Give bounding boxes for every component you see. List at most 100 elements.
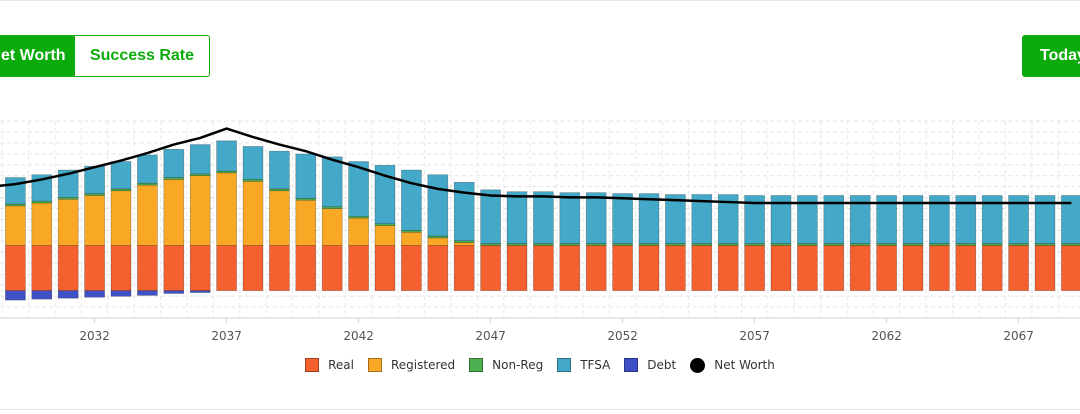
bar-tfsa-2037[interactable] [216,140,237,172]
bar-tfsa-2047[interactable] [480,189,501,244]
bar-tfsa-2046[interactable] [453,181,475,242]
bar-real-2044[interactable] [401,245,422,291]
bar-real-2062[interactable] [876,245,897,291]
bar-real-2036[interactable] [189,245,211,291]
bar-real-2063[interactable] [902,245,924,291]
bar-real-2064[interactable] [929,245,950,291]
bar-real-2060[interactable] [823,245,845,291]
bar-real-2058[interactable] [770,245,792,291]
bar-tfsa-2036[interactable] [189,144,211,175]
bar-debt-2030[interactable] [31,290,53,300]
bar-registered-2036[interactable] [189,175,211,246]
bar-tfsa-2054[interactable] [665,194,686,244]
bar-registered-2030[interactable] [31,202,53,246]
bar-tfsa-2053[interactable] [638,193,660,244]
bar-registered-2034[interactable] [137,184,158,246]
bar-real-2050[interactable] [559,245,581,291]
bar-registered-2031[interactable] [57,198,79,246]
bar-registered-2039[interactable] [269,190,290,246]
bar-tfsa-2035[interactable] [163,148,185,178]
bar-tfsa-2064[interactable] [929,195,950,244]
bar-real-2051[interactable] [585,245,607,291]
bar-tfsa-2038[interactable] [242,146,264,180]
bar-real-2055[interactable] [691,245,713,291]
bar-real-2047[interactable] [480,245,501,291]
bar-registered-2038[interactable] [242,181,264,246]
bar-real-2040[interactable] [295,245,317,291]
bar-tfsa-2050[interactable] [559,192,581,244]
bar-tfsa-2034[interactable] [137,154,158,184]
bar-tfsa-2044[interactable] [401,169,422,231]
bar-real-2069[interactable] [1061,245,1080,291]
bar-real-2052[interactable] [612,245,633,291]
bar-tfsa-2029[interactable] [5,177,26,205]
bar-real-2049[interactable] [533,245,554,291]
bar-real-2029[interactable] [5,245,26,291]
success-rate-button[interactable]: Success Rate [74,35,210,77]
bar-tfsa-2059[interactable] [797,195,818,244]
bar-debt-2029[interactable] [5,290,26,301]
bar-registered-2045[interactable] [427,237,449,246]
bar-tfsa-2052[interactable] [612,193,633,244]
bar-debt-2033[interactable] [110,290,132,297]
bar-real-2054[interactable] [665,245,686,291]
bar-registered-2037[interactable] [216,172,237,246]
bar-tfsa-2065[interactable] [955,195,977,244]
bar-real-2038[interactable] [242,245,264,291]
bar-tfsa-2039[interactable] [269,150,290,190]
bar-tfsa-2061[interactable] [849,195,871,244]
bar-tfsa-2055[interactable] [691,194,713,244]
bar-debt-2031[interactable] [57,290,79,299]
bar-registered-2042[interactable] [348,217,369,246]
bar-real-2033[interactable] [110,245,132,291]
bar-real-2035[interactable] [163,245,185,291]
bar-registered-2035[interactable] [163,179,185,246]
bar-real-2065[interactable] [955,245,977,291]
bar-tfsa-2069[interactable] [1061,195,1080,244]
bar-debt-2036[interactable] [189,290,211,293]
bar-real-2067[interactable] [1008,245,1029,291]
bar-tfsa-2041[interactable] [321,156,343,208]
bar-real-2066[interactable] [981,245,1003,291]
bar-tfsa-2051[interactable] [585,192,607,244]
bar-tfsa-2045[interactable] [427,174,449,237]
bar-real-2046[interactable] [453,245,475,291]
bar-registered-2040[interactable] [295,199,317,246]
legend-item-nonreg[interactable]: Non-Reg [469,358,543,372]
bar-real-2043[interactable] [374,245,396,291]
bar-real-2031[interactable] [57,245,79,291]
bar-registered-2032[interactable] [84,195,105,246]
legend-item-real[interactable]: Real [305,358,354,372]
bar-tfsa-2058[interactable] [770,195,792,244]
bar-real-2059[interactable] [797,245,818,291]
bar-real-2053[interactable] [638,245,660,291]
bar-real-2068[interactable] [1034,245,1056,291]
bar-tfsa-2057[interactable] [744,195,765,244]
bar-real-2048[interactable] [506,245,528,291]
bar-tfsa-2042[interactable] [348,161,369,217]
bar-real-2030[interactable] [31,245,53,291]
bar-tfsa-2056[interactable] [717,194,739,244]
bar-registered-2033[interactable] [110,190,132,246]
bar-tfsa-2032[interactable] [84,165,105,194]
bar-tfsa-2060[interactable] [823,195,845,244]
bar-debt-2032[interactable] [84,290,105,298]
bar-debt-2034[interactable] [137,290,158,296]
bar-tfsa-2040[interactable] [295,153,317,199]
bar-registered-2043[interactable] [374,225,396,246]
bar-real-2061[interactable] [849,245,871,291]
bar-tfsa-2031[interactable] [57,169,79,198]
bar-real-2041[interactable] [321,245,343,291]
legend-item-registered[interactable]: Registered [367,358,455,372]
bar-tfsa-2043[interactable] [374,165,396,225]
bar-registered-2046[interactable] [453,242,475,246]
bar-tfsa-2062[interactable] [876,195,897,244]
net-worth-button[interactable]: Net Worth [0,35,75,77]
bar-real-2042[interactable] [348,245,369,291]
bar-real-2045[interactable] [427,245,449,291]
bar-tfsa-2033[interactable] [110,161,132,190]
bar-real-2032[interactable] [84,245,105,291]
bar-registered-2044[interactable] [401,231,422,246]
bar-real-2056[interactable] [717,245,739,291]
legend-item-networth[interactable]: Net Worth [690,357,775,373]
